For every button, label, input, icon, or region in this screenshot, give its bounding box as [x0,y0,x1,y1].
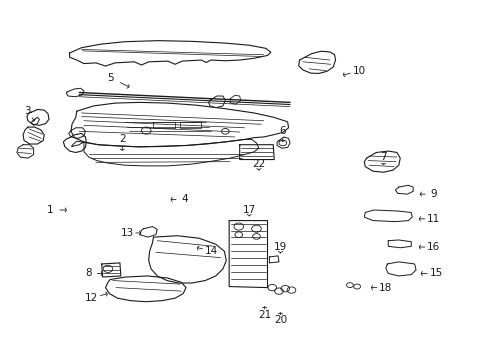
Text: 11: 11 [427,214,440,224]
Text: 13: 13 [120,228,133,238]
Text: 4: 4 [181,194,187,204]
Text: 9: 9 [429,189,436,199]
Text: 17: 17 [242,205,255,215]
Text: 19: 19 [273,242,286,252]
Text: 2: 2 [119,134,125,144]
Text: 16: 16 [427,242,440,252]
Text: 15: 15 [428,269,442,279]
Text: 10: 10 [352,66,366,76]
Text: 5: 5 [107,73,113,83]
Text: 7: 7 [379,152,386,162]
Text: 20: 20 [273,315,286,325]
Text: 21: 21 [258,310,271,320]
Text: 1: 1 [47,205,54,215]
Text: 14: 14 [204,246,217,256]
Text: 6: 6 [279,126,285,136]
Text: 8: 8 [85,269,92,279]
Text: 3: 3 [24,106,31,116]
Text: 18: 18 [379,283,392,293]
Text: 22: 22 [252,159,265,169]
Text: 12: 12 [84,293,98,303]
